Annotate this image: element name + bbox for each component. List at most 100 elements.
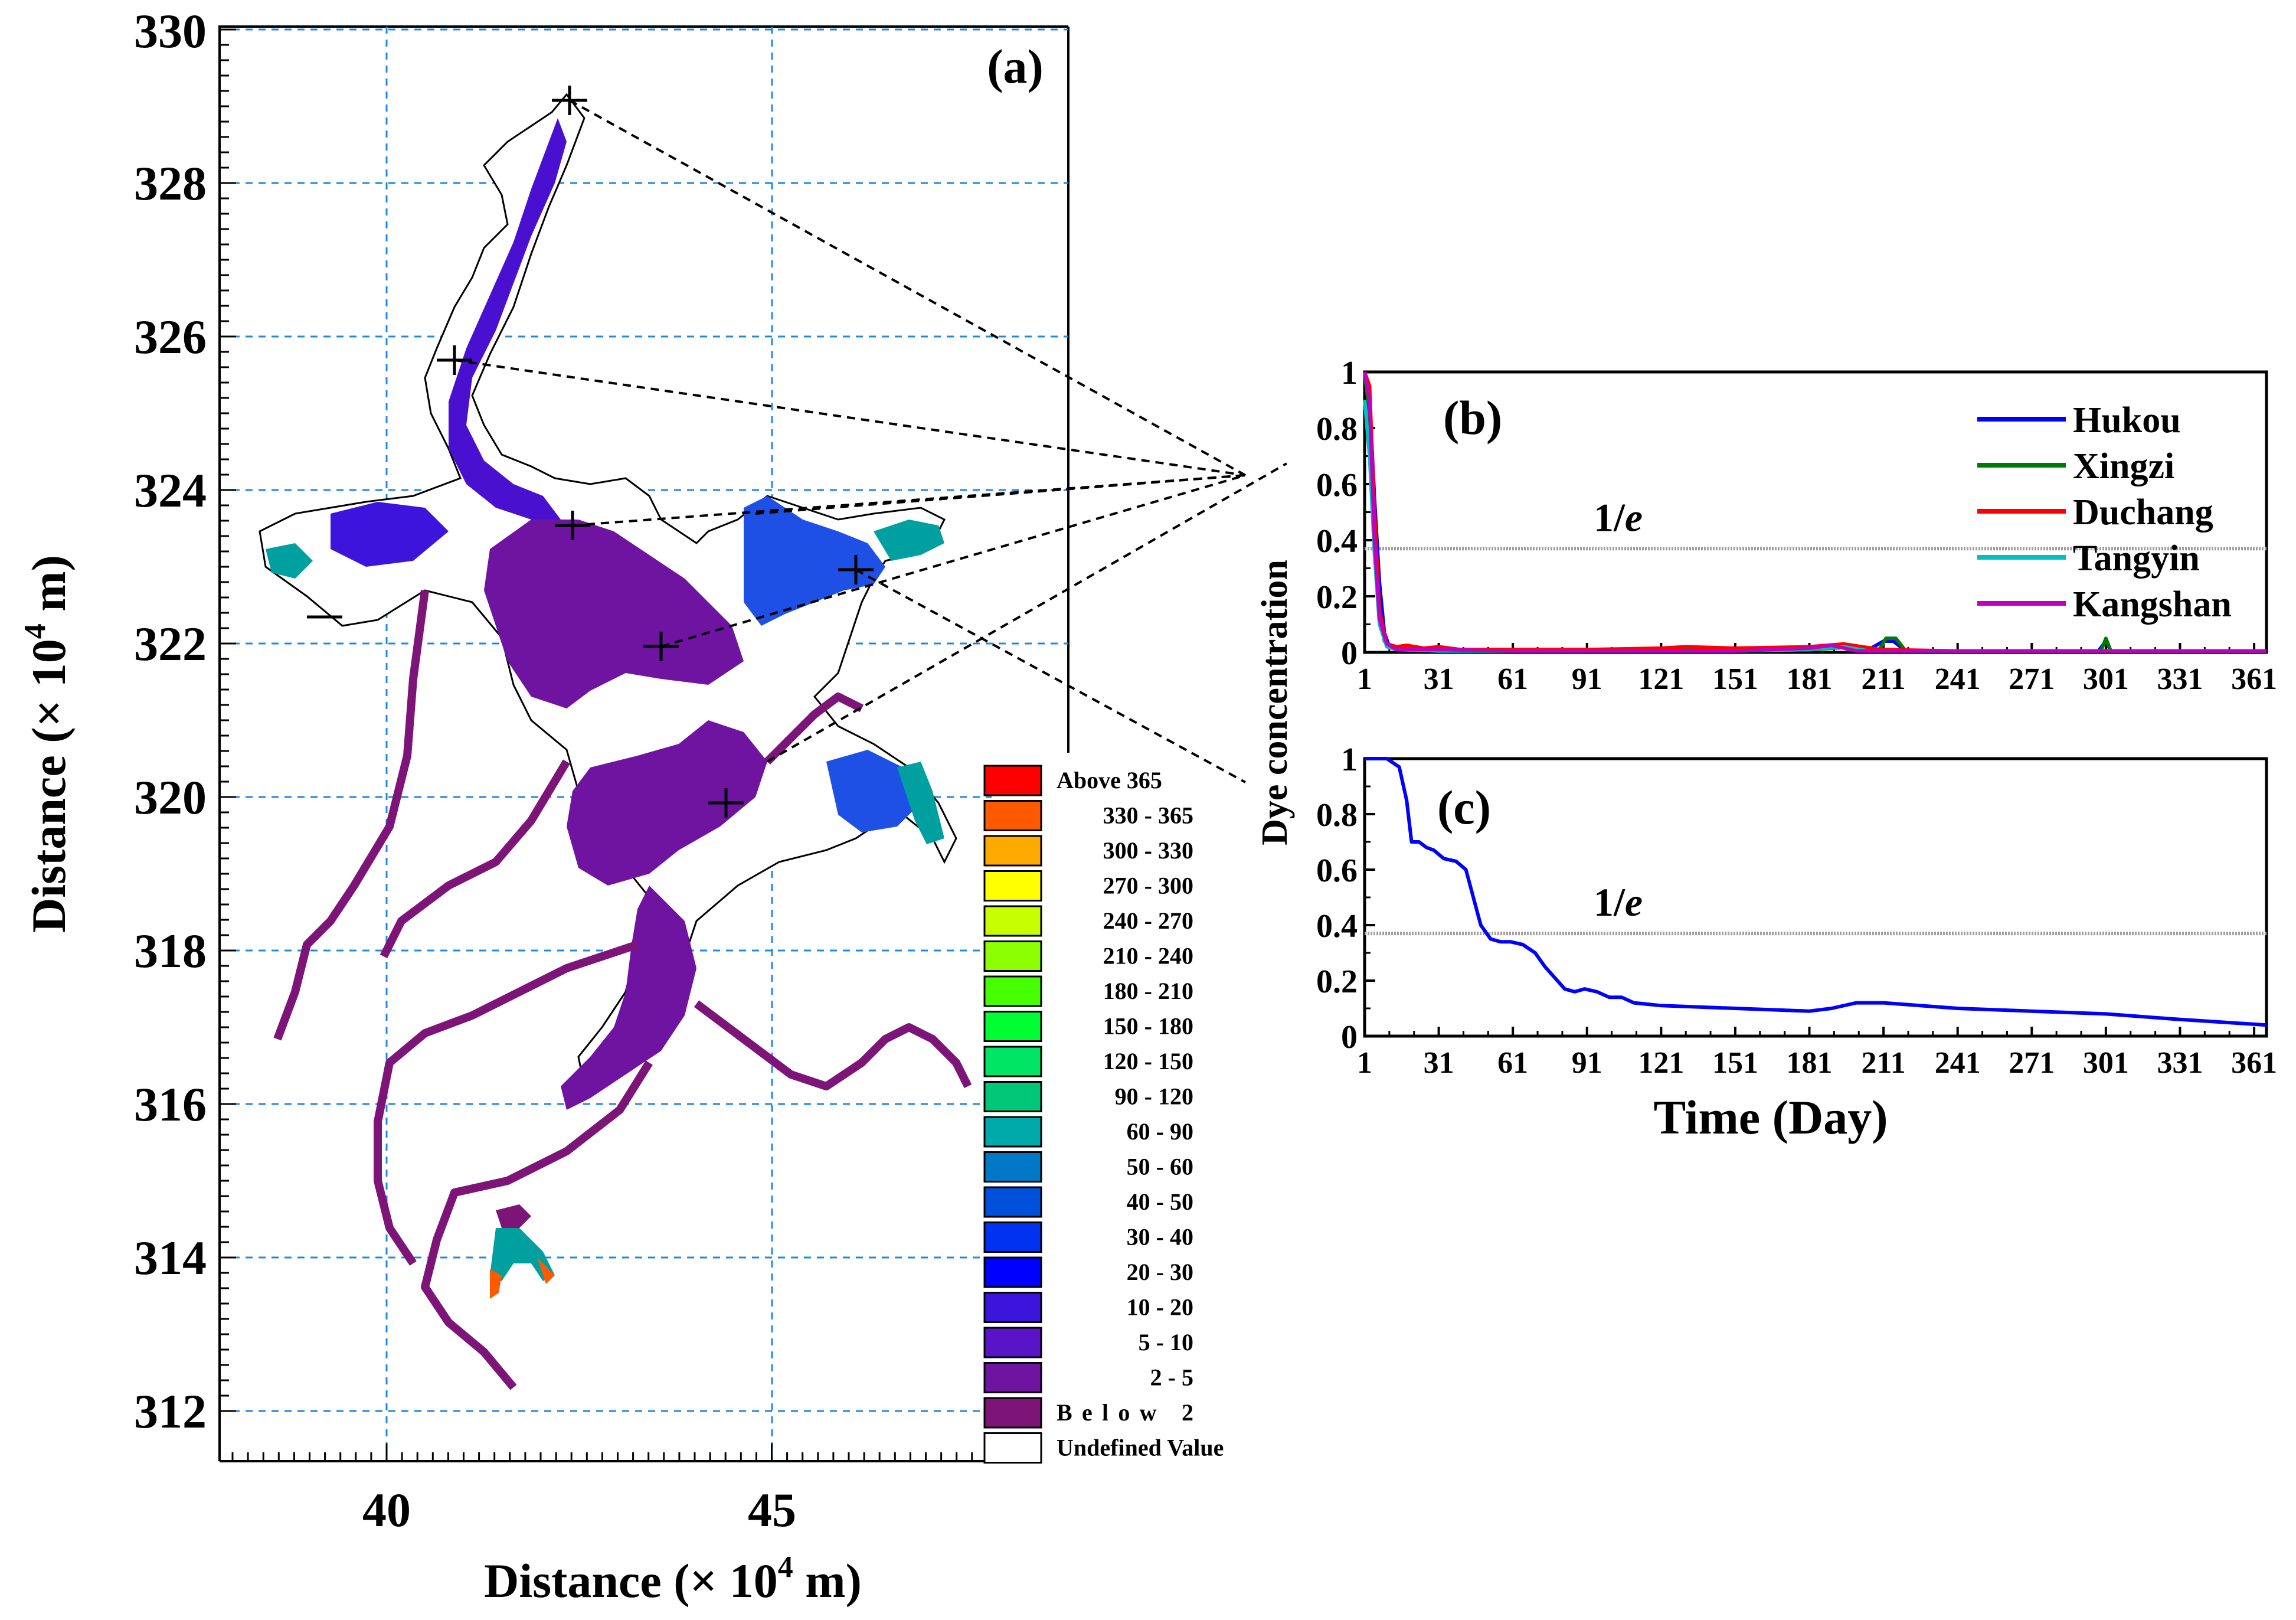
x-tick-label: 121: [1638, 662, 1684, 696]
legend-swatch: [983, 940, 1042, 972]
map-y-tick-330: 330: [134, 4, 207, 58]
legend-entry-xingzi: Xingzi: [2073, 446, 2174, 486]
legend-swatch: [983, 1432, 1042, 1464]
legend-swatch: [983, 1011, 1042, 1042]
y-tick-label: 0: [1341, 635, 1358, 672]
x-axis-title: Time (Day): [1653, 1090, 1888, 1144]
legend-label: 5 - 10: [1139, 1329, 1193, 1356]
legend-label: 60 - 90: [1127, 1118, 1193, 1145]
map-x-minor-ticks: [231, 1443, 989, 1461]
x-tick-label: 241: [1935, 662, 1981, 696]
x-tick-label: 331: [2157, 1046, 2203, 1080]
x-tick-label: 181: [1787, 662, 1833, 696]
map-y-tick-324: 324: [134, 463, 207, 517]
panel-b-plot: 0 0.2 0.4 0.6 0.8 1 1 31 61 91 121 151 181 211 241 271 3…: [1316, 355, 2277, 696]
x-tick-label: 91: [1572, 1046, 1602, 1080]
legend-entry-hukou: Hukou: [2073, 400, 2181, 440]
legend-swatch: [983, 1327, 1042, 1358]
legend-label: 30 - 40: [1127, 1224, 1193, 1250]
x-tick-label: 301: [2083, 662, 2129, 696]
x-tick-label: 61: [1497, 1046, 1528, 1080]
legend-swatch: [983, 870, 1042, 902]
map-y-tick-328: 328: [134, 156, 207, 210]
map-y-tick-314: 314: [134, 1231, 207, 1285]
legend-label: 10 - 20: [1127, 1294, 1193, 1321]
x-tick-label: 61: [1497, 662, 1528, 696]
x-tick-label: 241: [1935, 1046, 1981, 1080]
x-tick-label: 211: [1862, 662, 1906, 696]
lake-water-se-bay: [826, 750, 921, 832]
legend-label: 270 - 300: [1103, 873, 1193, 899]
legend-label: 300 - 330: [1103, 837, 1193, 864]
legend-swatch: [983, 1397, 1042, 1429]
legend-label: 210 - 240: [1103, 943, 1193, 969]
lake-water-south-bay: [496, 1204, 531, 1228]
lake-map: [259, 86, 972, 1390]
y-tick-label: 0: [1341, 1019, 1358, 1056]
legend-swatch: [983, 975, 1042, 1007]
legend-entry-kangshan: Kangshan: [2073, 584, 2232, 625]
map-x-tick-40: 40: [362, 1483, 411, 1537]
map-y-tick-322: 322: [134, 617, 207, 671]
x-tick-label: 91: [1572, 662, 1602, 696]
legend-label: 90 - 120: [1115, 1083, 1193, 1110]
map-y-minor-ticks: [220, 28, 236, 1412]
legend-swatch: [983, 1186, 1042, 1218]
x-tick-label: 31: [1424, 662, 1454, 696]
legend-label: 330 - 365: [1103, 802, 1193, 829]
x-tick-label: 271: [2009, 662, 2055, 696]
map-x-axis-title: Distance (× 104 m): [484, 1550, 862, 1608]
map-y-tick-326: 326: [134, 310, 207, 364]
legend-label: 20 - 30: [1127, 1259, 1193, 1285]
legend-label: 240 - 270: [1103, 907, 1193, 934]
legend-label: 150 - 180: [1103, 1013, 1193, 1040]
legend-swatch: [983, 905, 1042, 937]
panel-c-plot: 0 0.2 0.4 0.6 0.8 1 1 31 61 91 121 151 181 211 241 271 3…: [1316, 742, 2277, 1080]
y-tick-label: 0.4: [1316, 908, 1358, 945]
legend-label: Undefined Value: [1057, 1435, 1224, 1461]
y-tick-label: 0.2: [1316, 963, 1358, 1000]
map-x-tick-45: 45: [748, 1483, 796, 1537]
x-tick-label: 181: [1787, 1046, 1833, 1080]
legend-swatch: [983, 800, 1042, 831]
x-tick-label: 1: [1357, 1046, 1372, 1080]
legend-swatch: [983, 1256, 1042, 1288]
y-tick-label: 1: [1341, 742, 1358, 778]
lake-water-se-teal: [897, 762, 944, 844]
lake-water-south: [567, 720, 767, 886]
lake-water-channel: [561, 886, 696, 1110]
map-y-tick-318: 318: [134, 924, 207, 978]
panel-a-map: 312 314 316 318 320 322 324 326 328 330 …: [18, 4, 1224, 1608]
legend-swatch: [983, 1081, 1042, 1112]
panel-c-frame: [1363, 757, 2268, 1038]
series-line-kangshan: [1363, 371, 2266, 653]
y-tick-label: 1: [1341, 355, 1358, 391]
panel-b-chart: 0 0.2 0.4 0.6 0.8 1 1 31 61 91 121 151 181 211 241 271 3…: [1316, 355, 2277, 696]
y-tick-label: 0.6: [1316, 853, 1358, 889]
lake-water-core: [484, 520, 744, 708]
series-line-concentration: [1365, 757, 2267, 1027]
y-axis-title: Dye concentration: [1255, 560, 1295, 845]
x-tick-label: 151: [1712, 1046, 1758, 1080]
x-tick-label: 121: [1638, 1046, 1684, 1080]
legend-label: 2 - 5: [1150, 1364, 1193, 1391]
map-y-tick-316: 316: [134, 1077, 207, 1131]
legend-label: 180 - 210: [1103, 978, 1193, 1004]
panel-b-label: (b): [1443, 391, 1502, 445]
x-tick-label: 151: [1712, 662, 1758, 696]
panel-a-label: (a): [987, 40, 1044, 93]
x-tick-label: 271: [2009, 1046, 2055, 1080]
legend-swatch: [983, 1151, 1042, 1183]
panel-c-chart: 0 0.2 0.4 0.6 0.8 1 1 31 61 91 121 151 181 211 241 271 3…: [1316, 742, 2277, 1144]
legend-label: Above 365: [1057, 767, 1162, 793]
legend-swatch: [983, 1046, 1042, 1077]
legend-swatch: [983, 835, 1042, 867]
rivers: [273, 590, 972, 1390]
x-tick-label: 331: [2157, 662, 2203, 696]
y-tick-label: 0.4: [1316, 523, 1358, 560]
x-tick-label: 1: [1357, 662, 1372, 696]
legend-swatch: [983, 1221, 1042, 1253]
lake-water-east-teal: [874, 520, 944, 561]
legend-swatch: [983, 1292, 1042, 1323]
x-tick-label: 301: [2083, 1046, 2129, 1080]
